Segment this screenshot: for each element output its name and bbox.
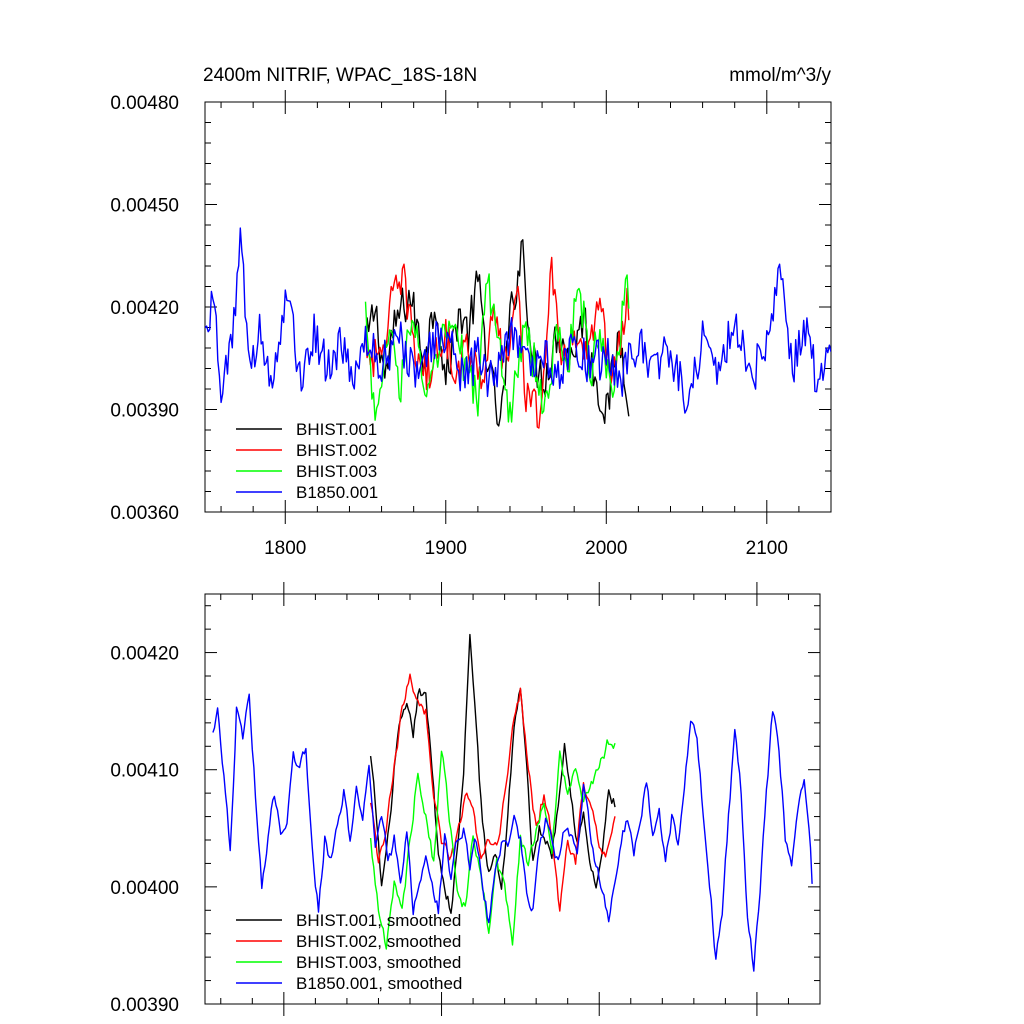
chart-title-right: mmol/m^3/y <box>729 65 831 86</box>
y-tick-label: 0.00420 <box>110 644 179 665</box>
y-tick-label: 0.00390 <box>110 995 179 1016</box>
chart-title-left: 2400m NITRIF, WPAC_18S-18N <box>203 65 477 86</box>
legend-label-1: BHIST.002, smoothed <box>296 932 461 951</box>
top-panel: 0.00360 0.00390 0.00420 0.00450 0.00480 1800 1… <box>110 90 832 559</box>
x-tick-label: 1900 <box>425 538 467 559</box>
y-tick-label: 0.00420 <box>110 298 179 319</box>
series-line-0 <box>369 633 616 914</box>
legend-label-0: BHIST.001, smoothed <box>296 911 461 930</box>
y-tick-label: 0.00410 <box>110 761 179 782</box>
series-line-2 <box>369 739 616 950</box>
x-tick-label: 2000 <box>585 538 627 559</box>
series-group <box>205 227 831 429</box>
y-tick-label: 0.00360 <box>110 503 179 524</box>
series-line-2 <box>364 273 630 423</box>
legend-label-0: BHIST.001 <box>296 420 377 439</box>
series-line-1 <box>369 673 616 912</box>
series-group <box>212 633 813 972</box>
y-tick-label: 0.00390 <box>110 401 179 422</box>
y-tick-label: 0.00450 <box>110 196 179 217</box>
x-tick-label: 1800 <box>264 538 306 559</box>
legend-label-3: B1850.001 <box>296 483 378 502</box>
y-tick-label: 0.00480 <box>110 93 179 114</box>
legend-label-1: BHIST.002 <box>296 441 377 460</box>
bottom-panel: 0.00390 0.00400 0.00410 0.00420 BHIST.001, s… <box>110 582 821 1016</box>
series-line-3 <box>205 227 831 414</box>
series-line-3 <box>212 693 813 972</box>
y-tick-label: 0.00400 <box>110 878 179 899</box>
legend-label-2: BHIST.003, smoothed <box>296 953 461 972</box>
x-tick-label: 2100 <box>746 538 788 559</box>
legend-label-3: B1850.001, smoothed <box>296 974 462 993</box>
plot-frame <box>204 593 821 1005</box>
legend-label-2: BHIST.003 <box>296 462 377 481</box>
